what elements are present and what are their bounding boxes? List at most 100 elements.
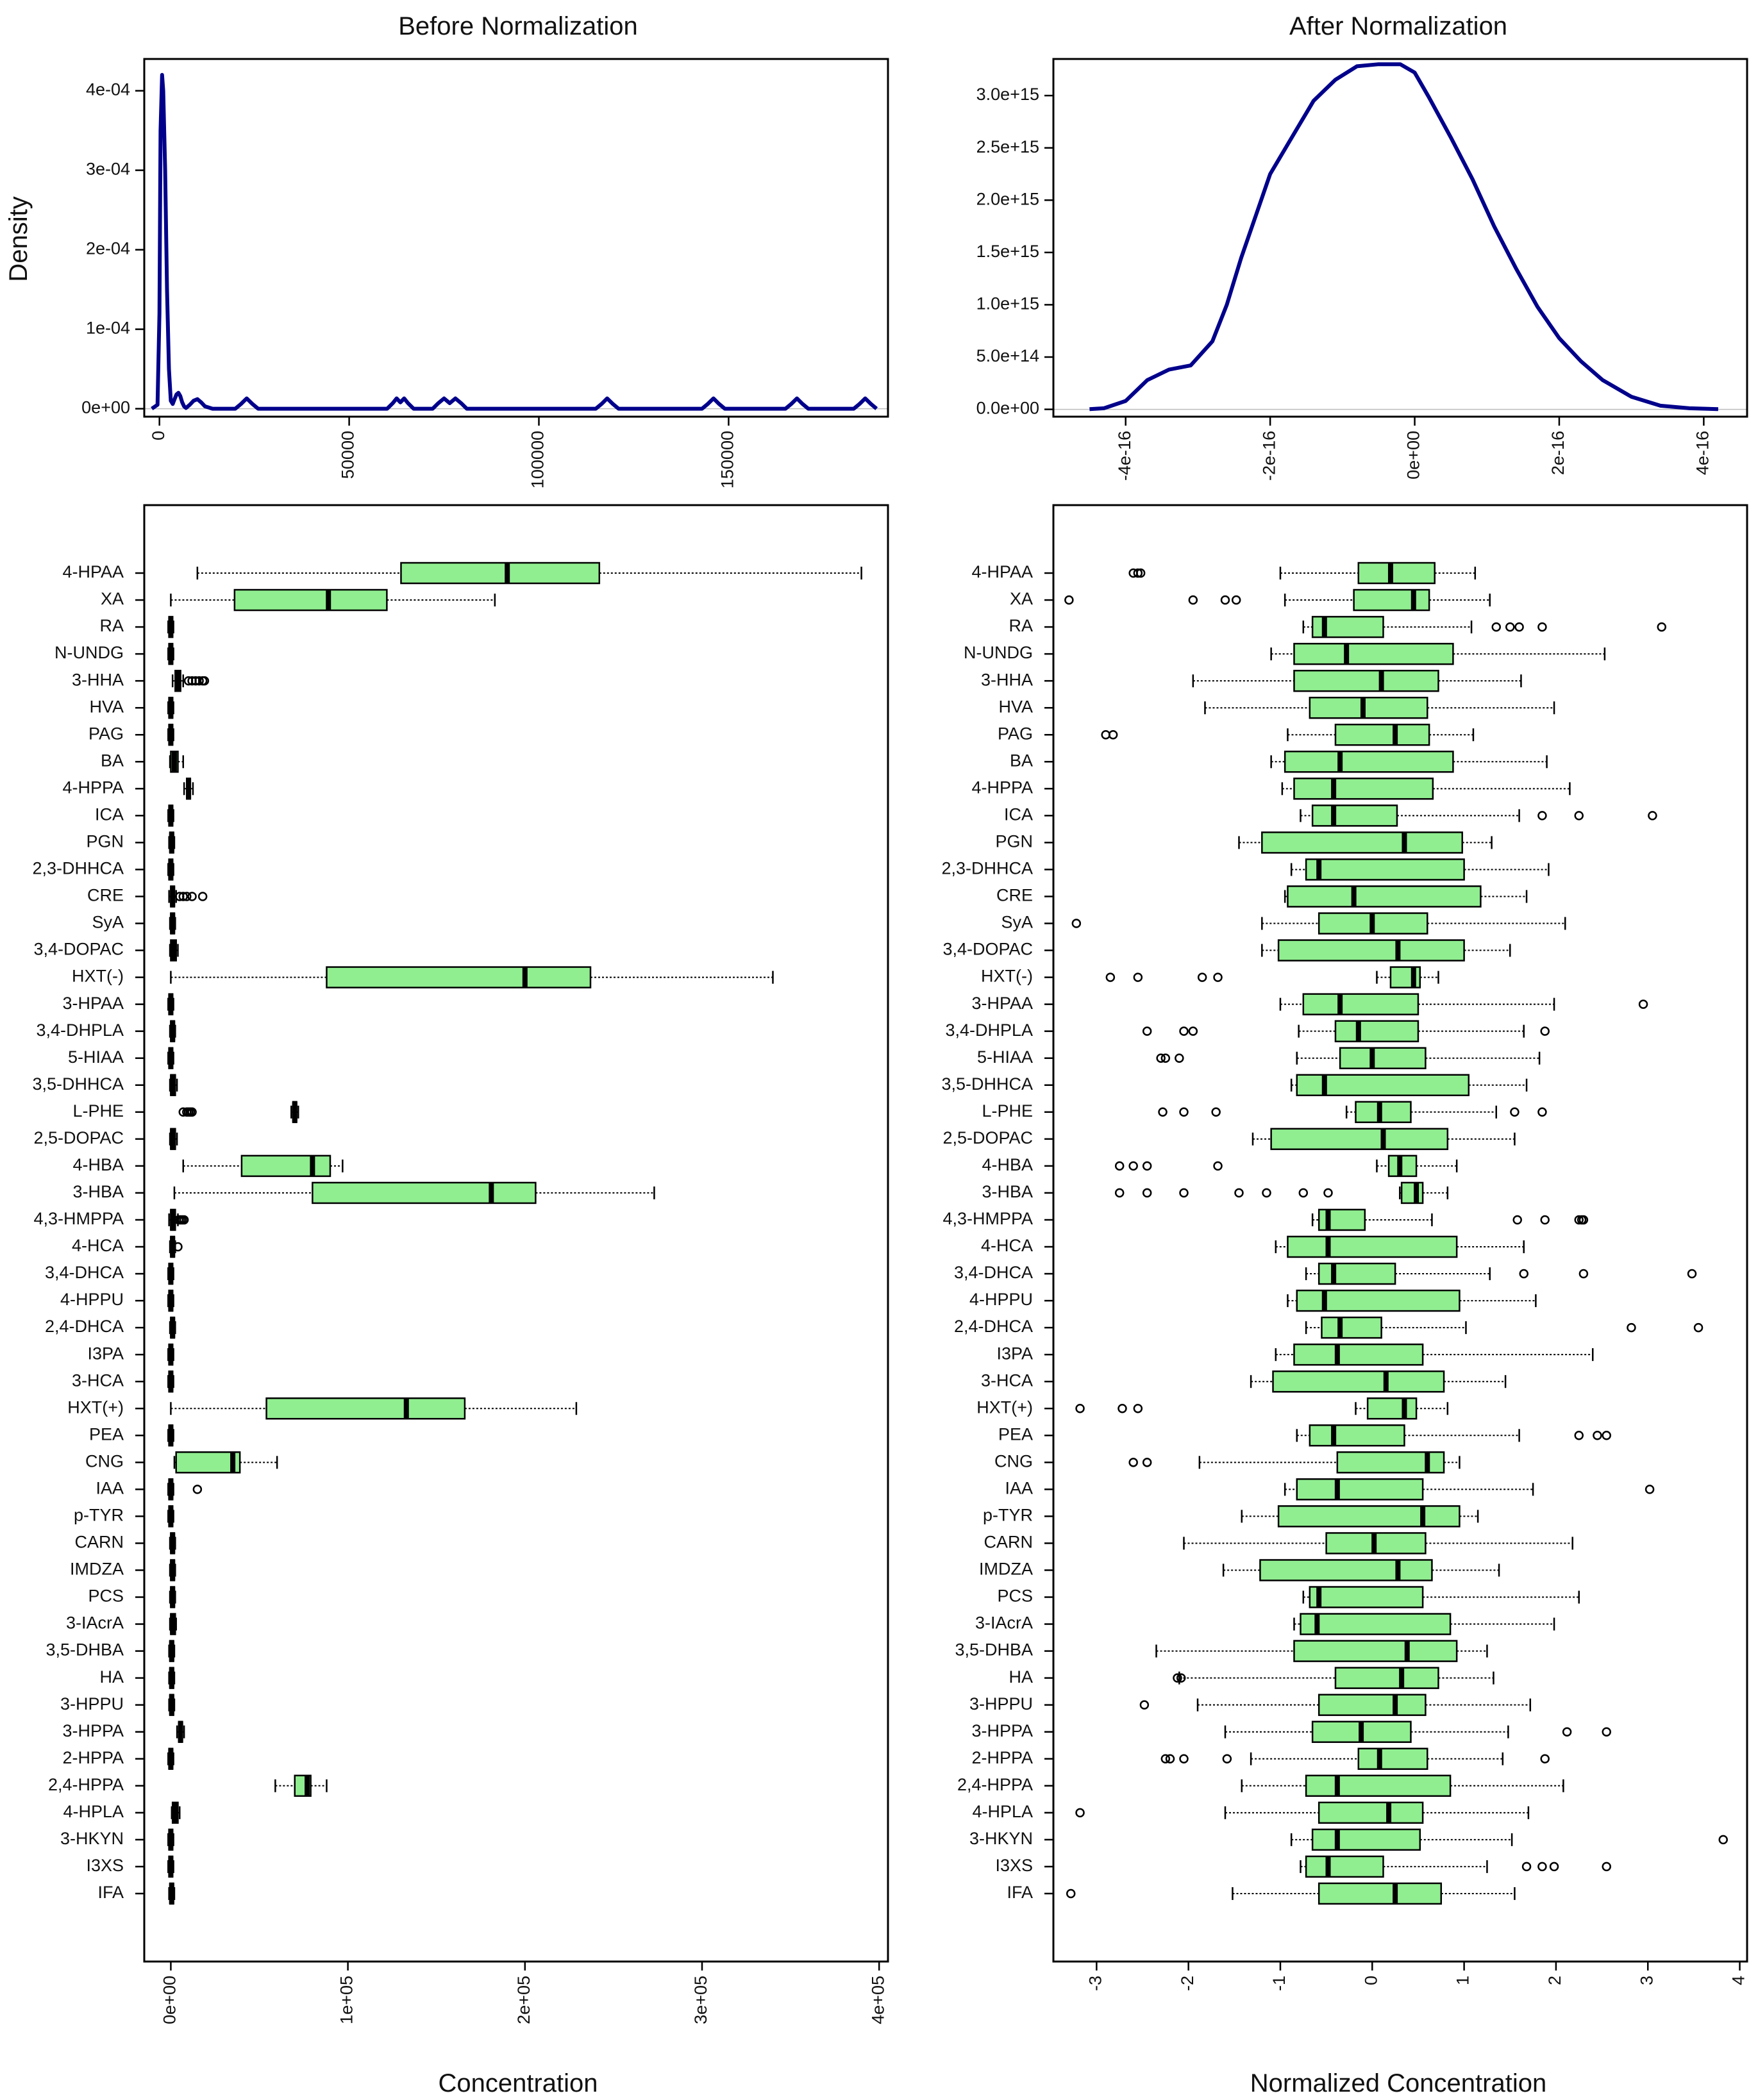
category-label-4-3-hmppa: 4,3-HMPPA	[942, 1209, 1033, 1228]
outlier-point	[1537, 811, 1547, 821]
box-3-hppa	[176, 1721, 185, 1743]
outlier-point	[1188, 1026, 1198, 1036]
category-label-4-hca: 4-HCA	[72, 1236, 124, 1255]
box-p-tyr	[1241, 1505, 1479, 1528]
box-iqr	[240, 1154, 331, 1178]
outlier-point	[1179, 1754, 1189, 1764]
box-pag	[1101, 723, 1475, 746]
outlier-point	[178, 892, 188, 901]
y-tick-label: 3.0e+15	[976, 85, 1039, 104]
outlier-point	[1142, 1188, 1152, 1198]
outlier-point	[1114, 1161, 1125, 1171]
category-label-imdza: IMDZA	[70, 1560, 124, 1579]
outlier-point	[1160, 1053, 1171, 1063]
x-tick-label: 4	[1729, 1976, 1748, 1985]
outlier-point	[1540, 1215, 1550, 1225]
box-2-4-hppa	[1241, 1774, 1564, 1797]
category-label-i3xs: I3XS	[86, 1856, 124, 1875]
box-xa	[1064, 588, 1491, 612]
outlier-point	[1574, 1215, 1584, 1225]
box-2-hppa	[167, 1747, 174, 1771]
outlier-point	[1645, 1485, 1655, 1494]
outlier-point	[1693, 1322, 1704, 1333]
x-tick-label: 2e+05	[514, 1976, 533, 2024]
outlier-point	[1323, 1188, 1333, 1198]
category-label-ra: RA	[1009, 616, 1033, 635]
box-i3pa	[1275, 1343, 1594, 1366]
outlier-point	[1220, 595, 1230, 605]
category-label-2-5-dopac: 2,5-DOPAC	[942, 1128, 1033, 1147]
box-ba	[1270, 751, 1548, 773]
box-3-hca	[167, 1370, 174, 1393]
outlier-point	[1540, 1754, 1550, 1764]
category-label-ha: HA	[99, 1667, 124, 1687]
outlier-point	[1262, 1188, 1271, 1198]
x-tick-label: 3	[1637, 1976, 1656, 1985]
category-label-2-4-dhca: 2,4-DHCA	[954, 1317, 1033, 1336]
outlier-point	[1114, 1188, 1125, 1198]
box-3-iacra	[1293, 1613, 1555, 1635]
outlier-point	[1521, 1862, 1532, 1872]
box-ifa	[1066, 1882, 1516, 1905]
category-label-3-4-dhca: 3,4-DHCA	[954, 1263, 1033, 1282]
plot-frame	[1052, 58, 1748, 418]
density-axis-title: Density	[4, 196, 33, 281]
box-pag	[167, 723, 174, 746]
box-iqr	[1296, 1478, 1424, 1501]
box-3-5-dhhca	[169, 1074, 178, 1097]
category-label-hxt: HXT(-)	[72, 967, 124, 986]
box-cre	[1284, 885, 1528, 908]
outlier-point	[1175, 1053, 1184, 1063]
category-label-xa: XA	[1010, 589, 1033, 608]
box-xa	[170, 588, 496, 612]
box-4-hpla	[171, 1801, 181, 1824]
category-label-n-undg: N-UNDG	[964, 643, 1033, 662]
y-tick-label: 5.0e+14	[976, 346, 1039, 365]
box-iqr	[1270, 1128, 1449, 1151]
box-3-4-dhpla	[169, 1020, 176, 1042]
category-label-ifa: IFA	[1007, 1883, 1033, 1902]
box-2-5-dopac	[1252, 1128, 1516, 1151]
outlier-point	[1231, 595, 1241, 605]
x-tick-label: -2	[1178, 1976, 1197, 1991]
outlier-point	[1211, 1107, 1221, 1117]
box-2-4-dhca	[1305, 1316, 1704, 1339]
outlier-point	[1188, 595, 1198, 605]
outlier-point	[1066, 1888, 1076, 1899]
category-label-3-hba: 3-HBA	[982, 1182, 1033, 1201]
box-3-hba	[1114, 1181, 1449, 1204]
x-tick-label: 4e-16	[1693, 431, 1712, 475]
category-label-iaa: IAA	[96, 1478, 124, 1497]
category-label-ba: BA	[101, 751, 124, 770]
outlier-point	[1602, 1431, 1611, 1440]
y-tick-label: 2e-04	[86, 239, 130, 258]
outlier-point	[1574, 811, 1584, 821]
category-label-4-hpla: 4-HPLA	[972, 1802, 1033, 1821]
box-i3xs	[1300, 1855, 1611, 1878]
box-iqr	[1305, 858, 1465, 881]
category-label-4-hba: 4-HBA	[72, 1155, 124, 1174]
box-pgn	[1238, 831, 1493, 854]
box-5-hiaa	[167, 1047, 174, 1069]
category-label-4-hppa: 4-HPPA	[62, 778, 124, 797]
y-tick-label: 1e-04	[86, 319, 130, 338]
category-label-3-4-dhpla: 3,4-DHPLA	[945, 1021, 1033, 1040]
category-label-ifa: IFA	[97, 1883, 124, 1902]
category-label-4-hpla: 4-HPLA	[63, 1802, 124, 1821]
box-4-hppa	[183, 778, 194, 800]
box-iqr	[1272, 1370, 1445, 1393]
box-n-undg	[1270, 642, 1606, 665]
box-4-3-hmppa	[1311, 1208, 1589, 1231]
y-tick-label: 0.0e+00	[976, 399, 1039, 418]
box-ica	[1300, 804, 1657, 827]
outlier-point	[1128, 1458, 1138, 1467]
category-label-pgn: PGN	[995, 832, 1033, 851]
box-iqr	[1334, 723, 1430, 746]
outlier-point	[1638, 999, 1648, 1009]
box-hxt	[1105, 966, 1439, 988]
title-after-normalization: After Normalization	[1289, 12, 1507, 40]
outlier-point	[1142, 1161, 1152, 1171]
box-iqr	[1302, 993, 1419, 1015]
box-iqr	[265, 1397, 466, 1420]
category-label-2-5-dopac: 2,5-DOPAC	[33, 1128, 124, 1147]
